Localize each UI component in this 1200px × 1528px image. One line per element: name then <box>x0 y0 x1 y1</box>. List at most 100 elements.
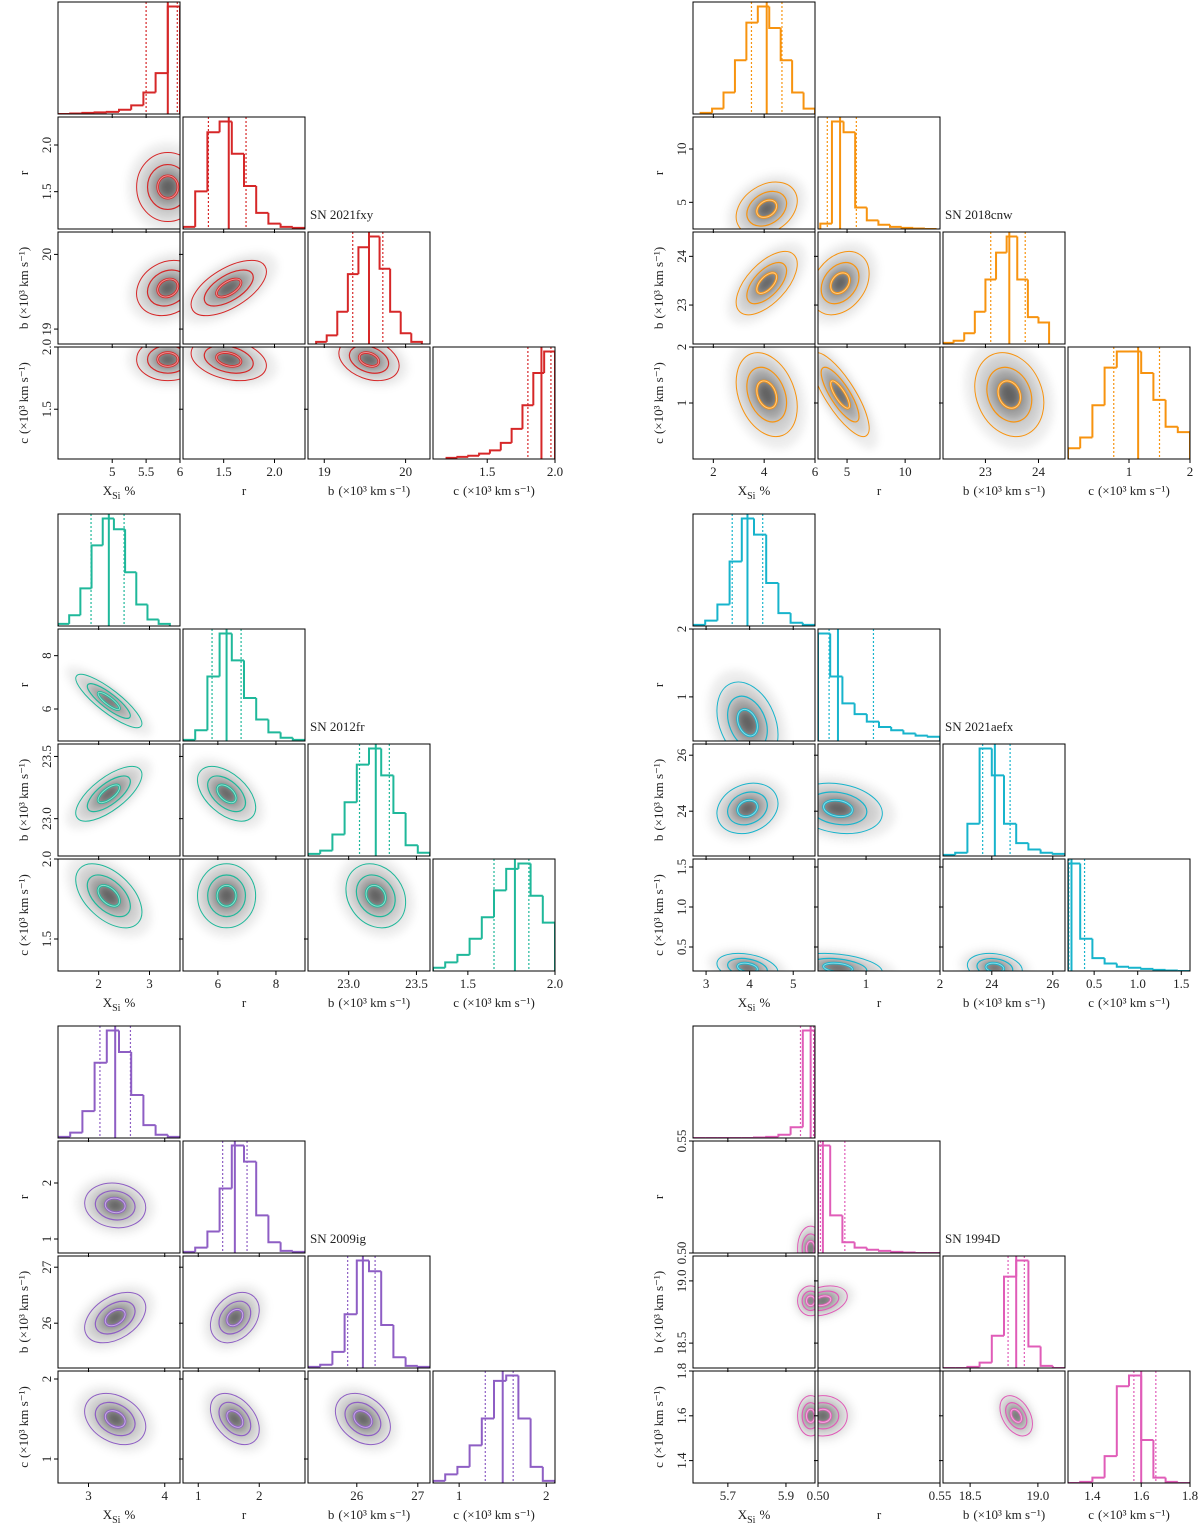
density <box>158 353 178 366</box>
x-tick-label: 1.5 <box>460 976 476 991</box>
axis-label: r <box>16 1194 31 1199</box>
histogram-step <box>510 427 523 443</box>
density <box>831 382 849 408</box>
axis-label: r <box>242 1507 247 1522</box>
contour <box>716 782 779 835</box>
contour <box>735 250 798 316</box>
axis-label: b (×10³ km s⁻¹) <box>16 247 31 329</box>
panel-frame <box>692 1255 816 1369</box>
histogram-step <box>711 107 724 113</box>
histogram-step <box>68 614 81 624</box>
panel <box>307 743 431 860</box>
contour <box>999 1395 1033 1437</box>
histogram-step <box>291 226 305 229</box>
contour <box>727 695 768 741</box>
panel <box>817 1140 941 1257</box>
panel-frame <box>57 346 181 460</box>
x-tick-label: 19.0 <box>1027 1488 1050 1503</box>
histogram-step <box>521 404 534 429</box>
axis-label-unit: (×10³ km s⁻¹) <box>651 247 666 319</box>
histogram-step <box>900 226 914 229</box>
histogram-step <box>973 310 986 334</box>
panel-content <box>699 2 815 114</box>
x-tick-label: 3 <box>146 976 153 991</box>
contour <box>84 1291 147 1344</box>
contour <box>146 347 180 374</box>
histogram-step <box>1039 849 1053 854</box>
histogram-step <box>308 852 321 856</box>
axis-label-unit: (×10³ km s⁻¹) <box>16 362 31 434</box>
contour-highlight <box>1010 1408 1022 1423</box>
panel-frame <box>942 1370 1066 1484</box>
histogram-step <box>693 623 706 626</box>
axis-label-symbol: b <box>963 1507 970 1522</box>
panel-content <box>1068 859 1190 971</box>
histogram-step <box>389 268 401 313</box>
panel-frame <box>182 116 306 230</box>
histogram-step <box>733 59 747 93</box>
histogram-step <box>541 1466 555 1483</box>
histogram-step <box>756 5 770 23</box>
panel <box>814 1255 941 1372</box>
contour <box>218 1300 252 1335</box>
histogram-step <box>93 111 107 114</box>
histogram-step <box>433 966 446 971</box>
axis-label-unit: (×10³ km s⁻¹) <box>651 874 666 946</box>
x-tick-label: 5.9 <box>778 1488 794 1503</box>
density <box>738 710 757 735</box>
histogram-step <box>966 822 980 853</box>
axis-label-symbol: b <box>328 1507 335 1522</box>
y-tick-label: 23.5 <box>39 745 54 768</box>
y-tick-label: 2 <box>39 1180 54 1187</box>
panel-content <box>58 1026 180 1138</box>
contour-highlight <box>358 352 380 367</box>
histogram-step <box>368 235 380 248</box>
contour <box>820 366 860 423</box>
axis-label-unit: (×10³ km s⁻¹) <box>16 247 31 319</box>
histogram-step <box>1140 1375 1154 1441</box>
contour <box>136 347 180 382</box>
histogram-step <box>1079 436 1093 449</box>
contour <box>746 366 788 423</box>
histogram-step <box>728 560 742 605</box>
y-tick-label: 1 <box>39 1456 54 1463</box>
axis-label-unit: % <box>759 483 770 498</box>
panel-frame <box>817 116 941 230</box>
panel <box>179 231 306 348</box>
contour <box>735 181 798 229</box>
histogram-step <box>865 1247 879 1251</box>
panel-frame <box>57 1025 181 1139</box>
histogram-step <box>1152 1439 1166 1479</box>
y-tick-label: 19 <box>39 323 54 336</box>
panel-content <box>58 2 180 114</box>
panel-frame <box>57 628 181 742</box>
axis-label: c (×10³ km s⁻¹) <box>16 874 31 956</box>
panel-frame <box>307 1370 431 1484</box>
density <box>806 1296 815 1306</box>
panel <box>942 1255 1066 1372</box>
axis-label: b (×10³ km s⁻¹) <box>651 1271 666 1353</box>
histogram-step <box>255 1161 269 1217</box>
panel <box>692 1 816 118</box>
panel <box>817 628 941 745</box>
contour-highlight <box>823 962 853 971</box>
histogram-step <box>765 534 779 584</box>
axis-label-unit: (×10³ km s⁻¹) <box>463 483 535 498</box>
histogram-step <box>416 1365 430 1368</box>
axis-label-symbol: c <box>651 438 666 444</box>
histogram-step <box>456 455 469 458</box>
histogram-step <box>529 1418 543 1468</box>
contour-highlight <box>737 799 758 818</box>
contour-highlight <box>756 380 778 409</box>
histogram-step <box>842 121 856 134</box>
contour <box>338 347 400 382</box>
histogram-step <box>902 730 916 735</box>
histogram-step <box>355 1259 369 1315</box>
histogram-step <box>279 732 293 739</box>
contour <box>801 1402 815 1430</box>
histogram-step <box>853 703 867 716</box>
contour <box>203 347 254 374</box>
y-tick-label: 2 <box>674 626 689 633</box>
histogram-step <box>404 812 418 847</box>
